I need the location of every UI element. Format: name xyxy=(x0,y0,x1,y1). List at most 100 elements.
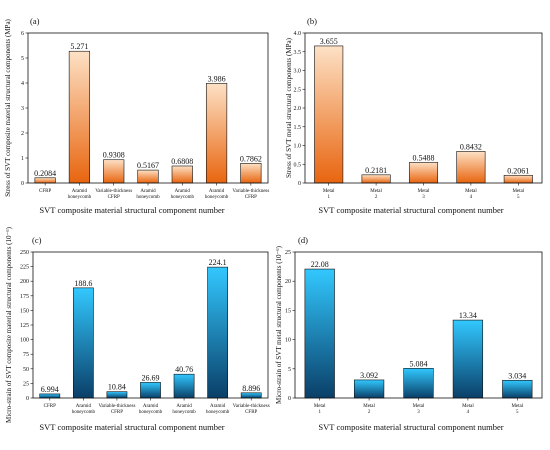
y-tick-label: 50 xyxy=(23,367,29,373)
y-tick-label: 4.0 xyxy=(294,31,302,37)
x-axis-title: SVT composite material structural compon… xyxy=(318,205,503,215)
category-label: Aramid honeycomb xyxy=(172,404,196,415)
category-label: Metal 5 xyxy=(512,189,524,200)
y-tick-label: 3.0 xyxy=(294,69,302,75)
y-tick-label: 0 xyxy=(26,396,29,402)
y-tick-label: 2.5 xyxy=(294,87,302,93)
y-tick-label: 20 xyxy=(285,279,291,285)
y-tick-label: 1.0 xyxy=(294,144,302,150)
category-label: Variable-thickness CFRP xyxy=(233,404,270,415)
data-label: 5.084 xyxy=(410,359,428,368)
panel-letter: (d) xyxy=(298,235,308,245)
y-tick-label: 3 xyxy=(21,106,24,112)
data-label: 0.6808 xyxy=(171,157,193,166)
bar xyxy=(68,50,91,184)
y-tick-label: 4 xyxy=(21,81,24,87)
y-tick-label: 25 xyxy=(285,250,291,256)
bar xyxy=(205,83,228,184)
data-label: 3.986 xyxy=(208,74,226,83)
data-label: 3.092 xyxy=(360,371,378,380)
category-label: Aramid honeycomb xyxy=(206,404,230,415)
bar xyxy=(137,169,159,184)
y-tick-label: 125 xyxy=(20,323,29,329)
y-tick-label: 250 xyxy=(20,250,29,256)
data-label: 0.7862 xyxy=(240,154,262,163)
data-label: 0.5167 xyxy=(137,161,159,170)
bar xyxy=(34,177,56,184)
bar xyxy=(39,393,61,399)
category-label: CFRP xyxy=(39,189,51,194)
category-label: Metal 4 xyxy=(462,404,474,415)
data-label: 0.2061 xyxy=(507,166,529,175)
category-label: Metal 3 xyxy=(413,404,425,415)
chart-panel: 3.655 Metal 1 0.2181 Metal 2 0.5488 Metal 3 0.843… xyxy=(285,16,543,215)
category-label: Aramid honeycomb xyxy=(136,189,160,200)
y-tick-label: 0 xyxy=(288,396,291,402)
y-tick-label: 0.5 xyxy=(294,162,302,168)
panel-letter: (b) xyxy=(307,16,317,26)
data-label: 0.2084 xyxy=(34,169,56,178)
y-axis-title: Micro-strain of SVT metal structural com… xyxy=(275,245,283,404)
category-label: Aramid honeycomb xyxy=(68,189,92,200)
bar xyxy=(403,368,434,399)
chart-panel: 22.08 Metal 1 3.092 Metal 2 5.084 Metal 3 13.34 Me… xyxy=(275,235,543,432)
category-label: Aramid honeycomb xyxy=(72,404,96,415)
category-label: Aramid honeycomb xyxy=(171,189,195,200)
panel-letter: (a) xyxy=(30,16,40,26)
bar xyxy=(72,287,94,399)
x-axis-title: SVT composite material structural compon… xyxy=(39,422,224,432)
y-tick-label: 75 xyxy=(23,352,29,358)
bar xyxy=(452,319,484,399)
category-label: Aramid honeycomb xyxy=(139,404,163,415)
y-tick-label: 225 xyxy=(20,265,29,271)
y-tick-label: 200 xyxy=(20,279,29,285)
data-label: 6.994 xyxy=(41,385,59,394)
bar xyxy=(207,266,229,399)
y-tick-label: 2.0 xyxy=(294,106,302,112)
y-tick-label: 3.5 xyxy=(294,50,302,56)
data-label: 224.1 xyxy=(209,258,227,267)
data-label: 13.34 xyxy=(459,311,477,320)
data-label: 0.5488 xyxy=(413,153,435,162)
category-label: Variable-thickness CFRP xyxy=(95,189,132,200)
y-axis-title: Micro-strain of SVT composite material s… xyxy=(5,226,13,423)
bar xyxy=(502,379,533,399)
y-tick-label: 100 xyxy=(20,338,29,344)
plot-frame xyxy=(294,251,543,399)
y-tick-label: 0 xyxy=(298,181,301,187)
category-label: Aramid honeycomb xyxy=(205,189,229,200)
y-tick-label: 5 xyxy=(21,56,24,62)
bar xyxy=(353,379,385,399)
y-tick-label: 1.5 xyxy=(294,125,302,131)
bar xyxy=(106,391,128,399)
chart-panel: 0.2084 CFRP 5.271 Aramid honeycomb 0.9308 Vari… xyxy=(4,16,269,215)
data-label: 26.69 xyxy=(142,373,160,382)
y-tick-label: 175 xyxy=(20,294,29,300)
data-label: 8.896 xyxy=(242,384,260,393)
y-tick-label: 5 xyxy=(288,367,291,373)
bar xyxy=(314,45,344,184)
x-axis-title: SVT composite material structural compon… xyxy=(318,422,503,432)
data-label: 3.034 xyxy=(508,371,526,380)
bar xyxy=(503,174,533,184)
data-label: 10.84 xyxy=(108,383,126,392)
y-tick-label: 6 xyxy=(21,31,24,37)
category-label: Metal 3 xyxy=(418,189,430,200)
x-axis-title: SVT composite material structural compon… xyxy=(39,205,224,215)
y-tick-label: 1 xyxy=(21,156,24,162)
data-label: 22.08 xyxy=(311,260,329,269)
data-label: 0.2181 xyxy=(365,166,387,175)
y-tick-label: 0 xyxy=(21,181,24,187)
data-label: 188.6 xyxy=(74,279,92,288)
bar xyxy=(240,392,262,399)
category-label: Metal 5 xyxy=(511,404,523,415)
category-label: Metal 4 xyxy=(465,189,477,200)
category-label: CFRP xyxy=(44,404,56,409)
bar xyxy=(408,162,439,184)
y-tick-label: 10 xyxy=(285,338,291,344)
category-label: Metal 1 xyxy=(323,189,335,200)
category-label: Variable-thickness CFRP xyxy=(98,404,135,415)
y-axis-title: Stress of SVT metal structural component… xyxy=(285,37,293,178)
bar xyxy=(173,373,195,399)
